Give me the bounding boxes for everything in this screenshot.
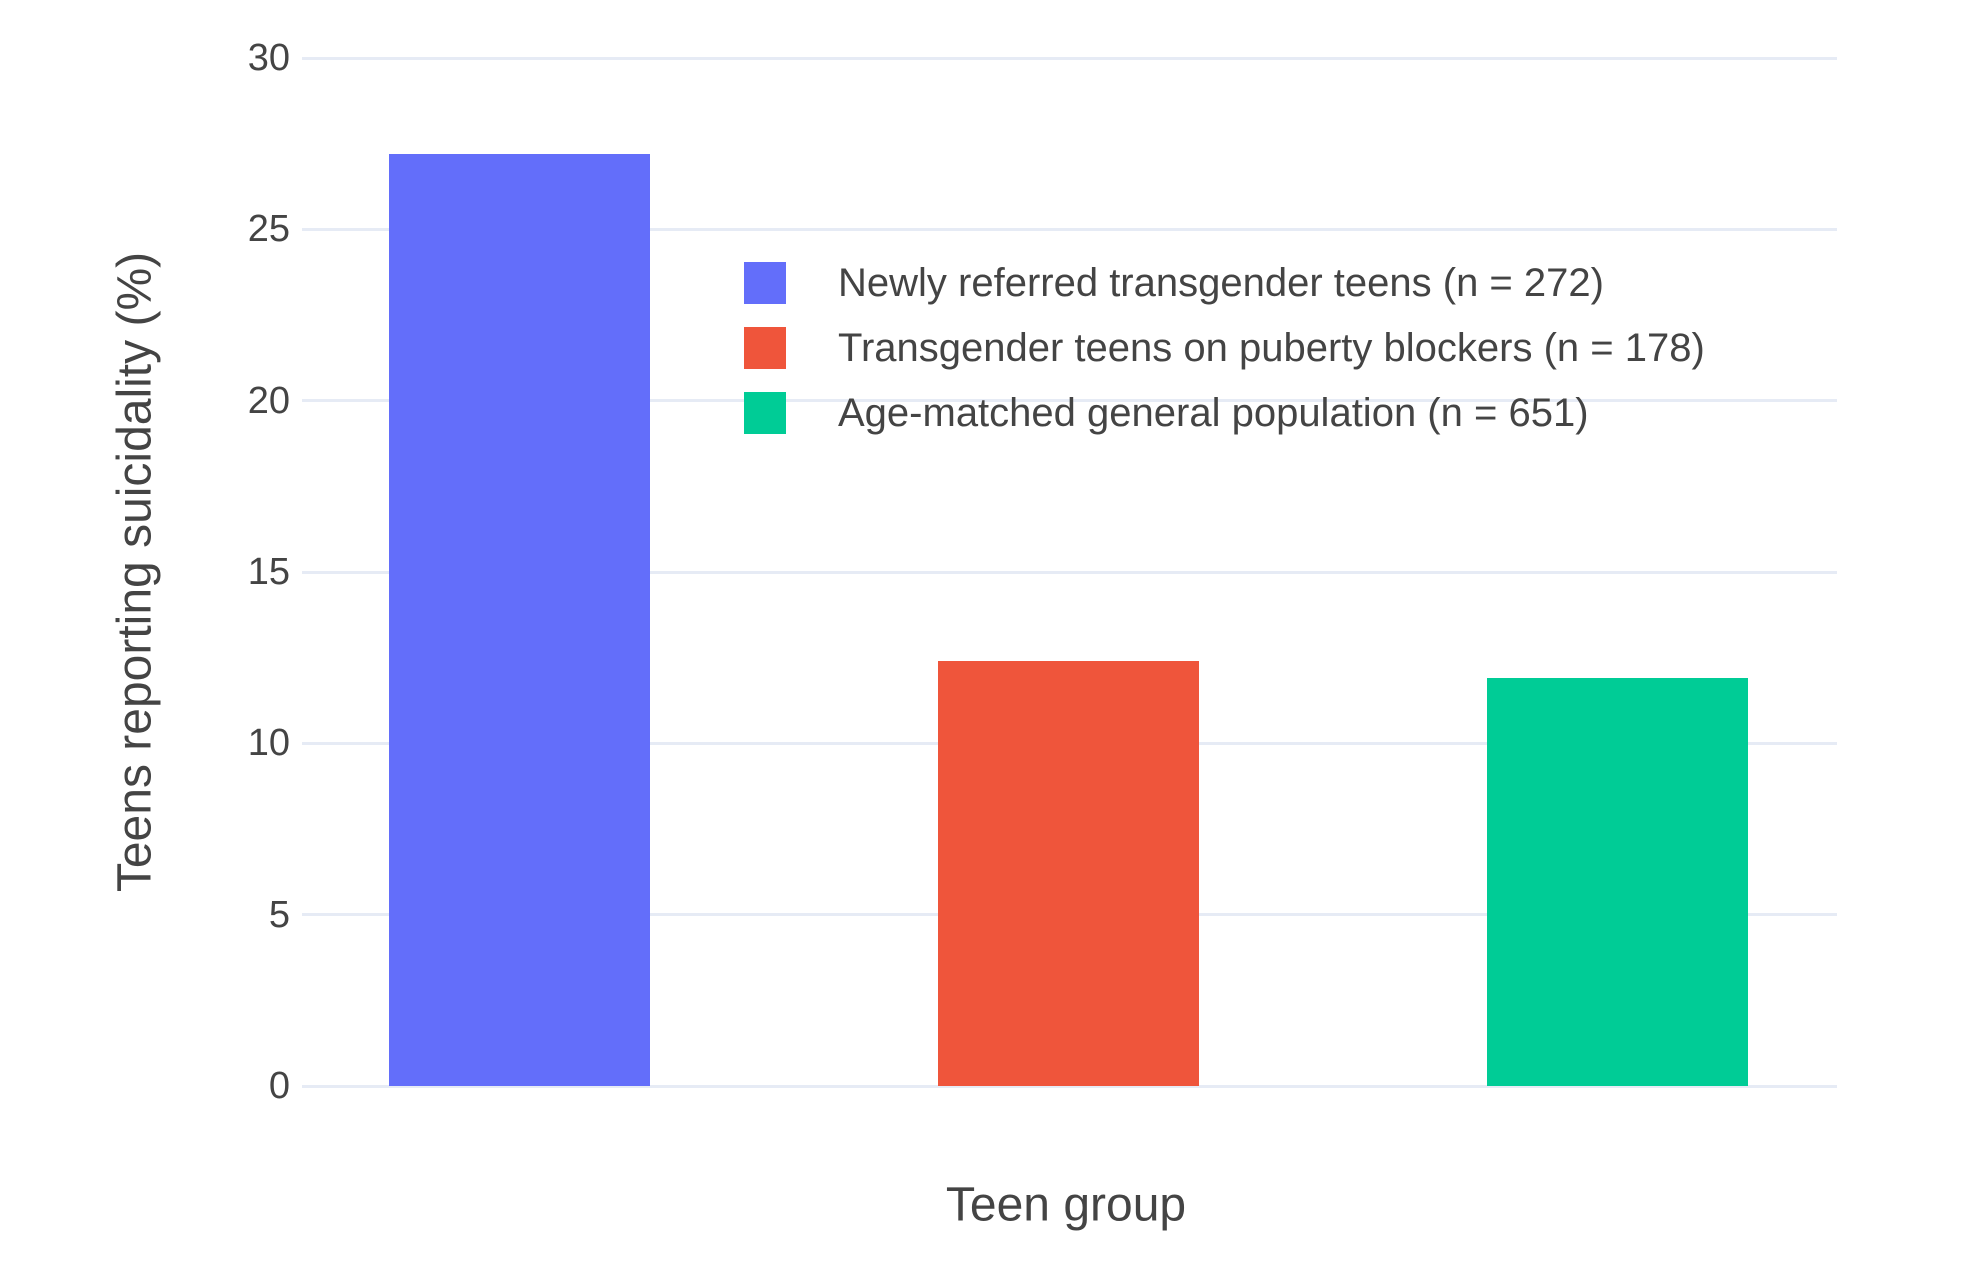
legend-swatch-icon xyxy=(744,327,786,369)
y-tick-label: 5 xyxy=(268,893,290,936)
x-axis-title: Teen group xyxy=(945,1178,1187,1232)
y-tick-label: 25 xyxy=(247,208,290,251)
bar-1[interactable] xyxy=(389,153,650,1086)
legend-swatch-icon xyxy=(744,392,786,434)
bar-3[interactable] xyxy=(1487,678,1748,1086)
y-tick-label: 20 xyxy=(247,379,290,422)
gridline xyxy=(302,399,1837,403)
gridline xyxy=(302,56,1837,60)
gridline xyxy=(302,570,1837,574)
legend-label: Transgender teens on puberty blockers (n… xyxy=(838,326,1705,370)
gridline xyxy=(302,1084,1837,1088)
y-tick-label: 30 xyxy=(247,37,290,80)
y-axis-title: Teens reporting suicidality (%) xyxy=(108,251,162,893)
y-tick-label: 15 xyxy=(247,551,290,593)
legend-item-3[interactable]: Age-matched general population (n = 651) xyxy=(744,392,1705,434)
legend-label: Age-matched general population (n = 651) xyxy=(838,391,1589,435)
y-tick-label: 0 xyxy=(268,1065,290,1107)
gridline xyxy=(302,227,1837,231)
legend-item-2[interactable]: Transgender teens on puberty blockers (n… xyxy=(744,327,1705,369)
legend-label: Newly referred transgender teens (n = 27… xyxy=(838,261,1604,305)
legend-item-1[interactable]: Newly referred transgender teens (n = 27… xyxy=(744,262,1705,304)
legend: Newly referred transgender teens (n = 27… xyxy=(744,262,1705,457)
legend-swatch-icon xyxy=(744,262,786,304)
bar-2[interactable] xyxy=(938,661,1199,1086)
y-tick-label: 10 xyxy=(247,722,290,765)
